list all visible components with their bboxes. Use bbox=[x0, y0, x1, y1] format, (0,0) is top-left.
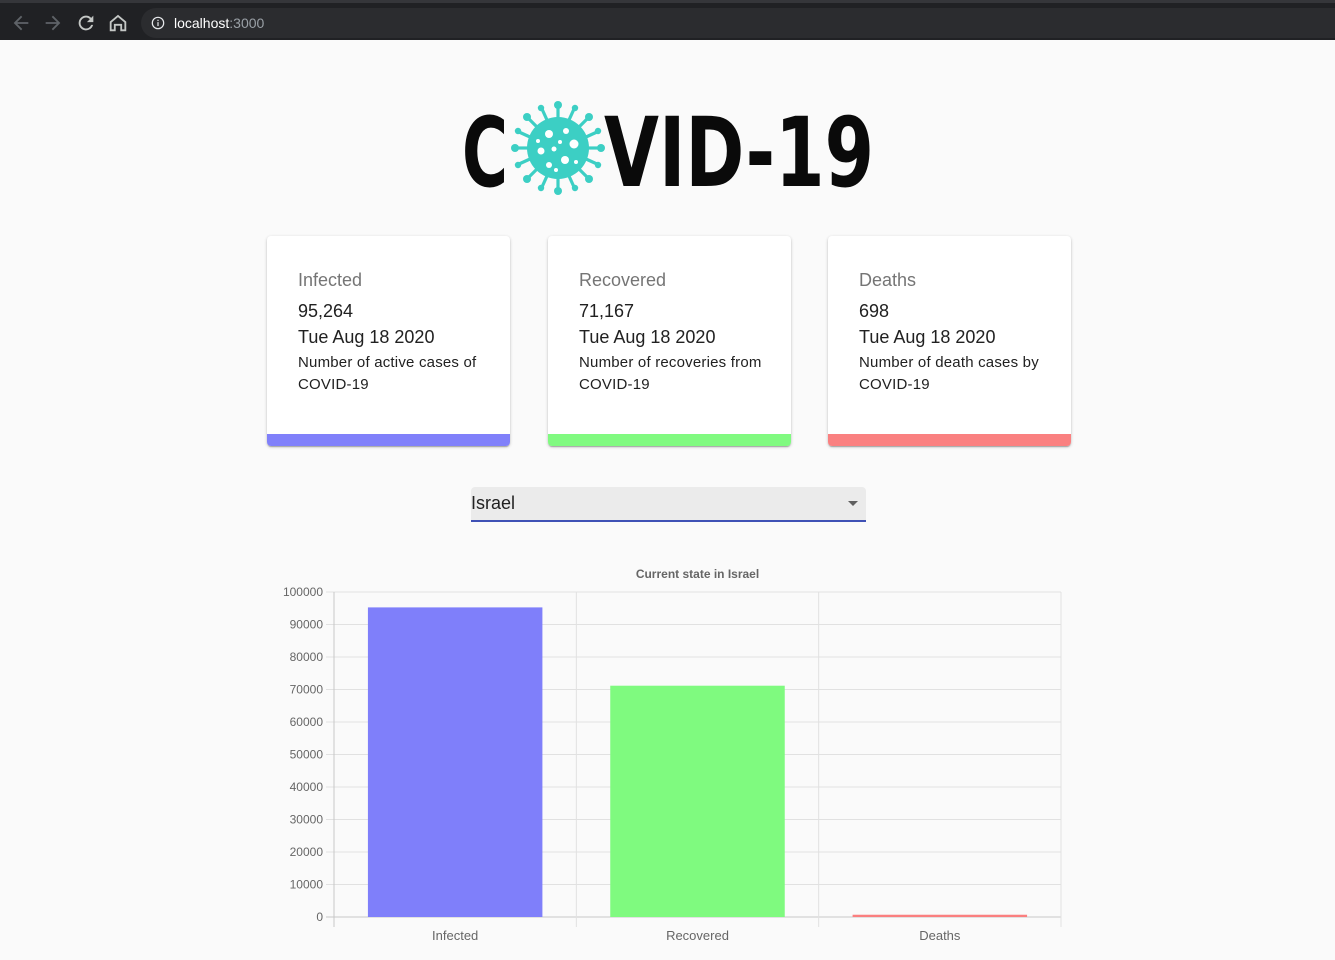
chart-svg: Current state in Israel 0 10000 20000 30000 4… bbox=[283, 567, 1062, 943]
y-tick-label: 70000 bbox=[290, 683, 324, 697]
reload-icon[interactable] bbox=[75, 12, 97, 34]
card-color-bar bbox=[267, 434, 510, 446]
card-value: 698 bbox=[859, 301, 890, 321]
address-bar[interactable]: localhost:3000 bbox=[141, 8, 1335, 38]
y-tick-label: 40000 bbox=[290, 780, 324, 794]
country-select[interactable]: Israel bbox=[471, 487, 866, 522]
y-tick-label: 90000 bbox=[290, 618, 324, 632]
card-title: Infected bbox=[298, 270, 363, 290]
country-select-value: Israel bbox=[471, 493, 516, 513]
home-icon[interactable] bbox=[107, 12, 129, 34]
y-tick-label: 80000 bbox=[290, 650, 324, 664]
info-icon[interactable] bbox=[151, 16, 165, 30]
recovered-card: Recovered 71,167 Tue Aug 18 2020 Number … bbox=[548, 236, 791, 446]
logo-text-vid-19: VID-19 bbox=[604, 100, 874, 196]
card-color-bar bbox=[548, 434, 791, 446]
y-tick-label: 20000 bbox=[290, 845, 324, 859]
browser-toolbar: localhost:3000 bbox=[0, 0, 1335, 40]
back-arrow-icon[interactable] bbox=[10, 12, 32, 34]
x-tick-label: Recovered bbox=[666, 928, 729, 943]
chart-title: Current state in Israel bbox=[636, 567, 759, 581]
infected-card: Infected 95,264 Tue Aug 18 2020 Number o… bbox=[267, 236, 510, 446]
card-value: 95,264 bbox=[298, 301, 354, 321]
country-bar-chart: Current state in Israel 0 10000 20000 30000 4… bbox=[270, 560, 1070, 955]
y-tick-label: 0 bbox=[316, 910, 323, 924]
y-tick-label: 60000 bbox=[290, 715, 324, 729]
forward-arrow-icon[interactable] bbox=[42, 12, 64, 34]
deaths-card: Deaths 698 Tue Aug 18 2020 Number of dea… bbox=[828, 236, 1071, 446]
bar-deaths bbox=[852, 914, 1028, 917]
url-text: localhost:3000 bbox=[174, 15, 265, 31]
bar-recovered bbox=[610, 685, 785, 917]
x-tick-label: Deaths bbox=[919, 928, 961, 943]
card-description: Number of recoveries from COVID-19 bbox=[579, 354, 762, 393]
card-title: Recovered bbox=[579, 270, 667, 290]
logo-letter-c: C bbox=[462, 100, 508, 196]
x-tick-label: Infected bbox=[432, 928, 478, 943]
y-tick-label: 100000 bbox=[283, 585, 323, 599]
card-date: Tue Aug 18 2020 bbox=[579, 327, 716, 347]
card-color-bar bbox=[828, 434, 1071, 446]
covid-19-logo: C bbox=[462, 97, 876, 209]
bar-infected bbox=[367, 607, 543, 917]
y-tick-label: 30000 bbox=[290, 813, 324, 827]
card-description: Number of active cases of COVID-19 bbox=[298, 354, 477, 393]
card-date: Tue Aug 18 2020 bbox=[859, 327, 996, 347]
dropdown-arrow-icon[interactable] bbox=[848, 501, 858, 506]
card-title: Deaths bbox=[859, 270, 917, 290]
virus-icon bbox=[511, 101, 605, 195]
card-description: Number of death cases by COVID-19 bbox=[859, 354, 1039, 393]
card-date: Tue Aug 18 2020 bbox=[298, 327, 435, 347]
y-tick-label: 10000 bbox=[290, 878, 324, 892]
y-tick-label: 50000 bbox=[290, 748, 324, 762]
card-value: 71,167 bbox=[579, 301, 635, 321]
